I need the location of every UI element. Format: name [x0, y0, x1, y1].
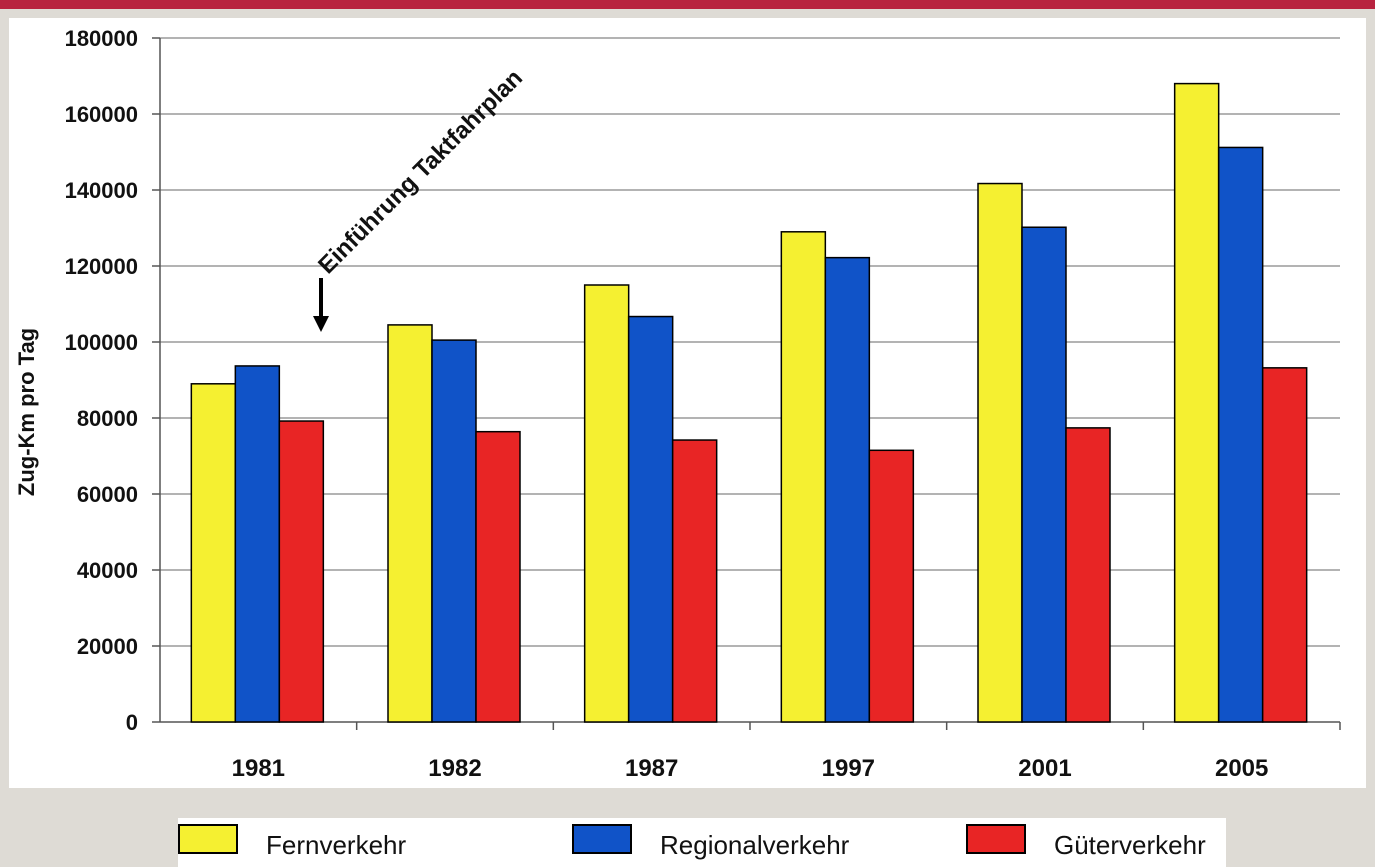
- y-axis-label: Zug-Km pro Tag: [14, 328, 39, 496]
- y-tick-label: 120000: [65, 254, 138, 279]
- x-tick-label: 1982: [428, 755, 481, 782]
- bar-güterverkehr-2005: [1261, 367, 1308, 723]
- bar-fernverkehr-1982: [387, 324, 433, 723]
- bar-regionalverkehr-1987: [627, 315, 674, 723]
- y-tick-label: 100000: [65, 330, 138, 355]
- y-tick-label: 0: [126, 710, 138, 735]
- annotation-arrow-head: [313, 316, 329, 332]
- x-tick-label: 1987: [625, 755, 678, 782]
- legend: [178, 818, 1226, 867]
- y-tick-label: 160000: [65, 102, 138, 127]
- y-tick-label: 80000: [77, 406, 138, 431]
- y-tick-label: 20000: [77, 634, 138, 659]
- bar-fernverkehr-1981: [190, 383, 237, 723]
- bar-regionalverkehr-1982: [431, 339, 477, 723]
- legend-swatch-gueterverkehr: [966, 824, 1026, 854]
- x-tick-label: 1997: [822, 755, 875, 782]
- bars: [190, 82, 1308, 723]
- bar-güterverkehr-1981: [278, 420, 325, 723]
- bar-regionalverkehr-1997: [824, 256, 871, 723]
- y-tick-label: 140000: [65, 178, 138, 203]
- bar-fernverkehr-2005: [1173, 82, 1220, 723]
- bar-fernverkehr-1987: [583, 284, 630, 723]
- x-tick-label: 2001: [1018, 755, 1071, 782]
- annotation-text: Einführung Taktfahrplan: [313, 64, 528, 279]
- legend-swatch-fernverkehr: [178, 824, 238, 854]
- annotation: Einführung Taktfahrplan: [313, 64, 528, 332]
- x-tick-label: 2005: [1215, 755, 1268, 782]
- bar-regionalverkehr-2005: [1217, 146, 1264, 723]
- bar-güterverkehr-1982: [475, 430, 521, 723]
- y-tick-label: 180000: [65, 26, 138, 51]
- bar-fernverkehr-2001: [977, 182, 1023, 723]
- legend-label-regionalverkehr: Regionalverkehr: [660, 830, 850, 860]
- bar-fernverkehr-1997: [780, 231, 827, 723]
- bar-regionalverkehr-1981: [234, 365, 281, 723]
- x-tick-label: 1981: [232, 755, 285, 782]
- bar-güterverkehr-2001: [1065, 427, 1111, 723]
- bar-güterverkehr-1987: [671, 439, 718, 723]
- bar-güterverkehr-1997: [868, 449, 915, 723]
- tick-labels: 0 20000 40000 60000 80000 100000 120000 140000 1…: [65, 26, 1269, 782]
- axes: [152, 37, 1341, 730]
- gridlines: [160, 37, 1340, 647]
- bar-regionalverkehr-2001: [1021, 226, 1067, 723]
- y-tick-label: 40000: [77, 558, 138, 583]
- y-tick-label: 60000: [77, 482, 138, 507]
- legend-label-gueterverkehr: Güterverkehr: [1054, 830, 1206, 860]
- legend-swatch-regionalverkehr: [572, 824, 632, 854]
- top-accent-rule: [0, 0, 1375, 9]
- bar-chart: 0 20000 40000 60000 80000 100000 120000 140000 1…: [14, 26, 1341, 782]
- legend-label-fernverkehr: Fernverkehr: [266, 830, 407, 860]
